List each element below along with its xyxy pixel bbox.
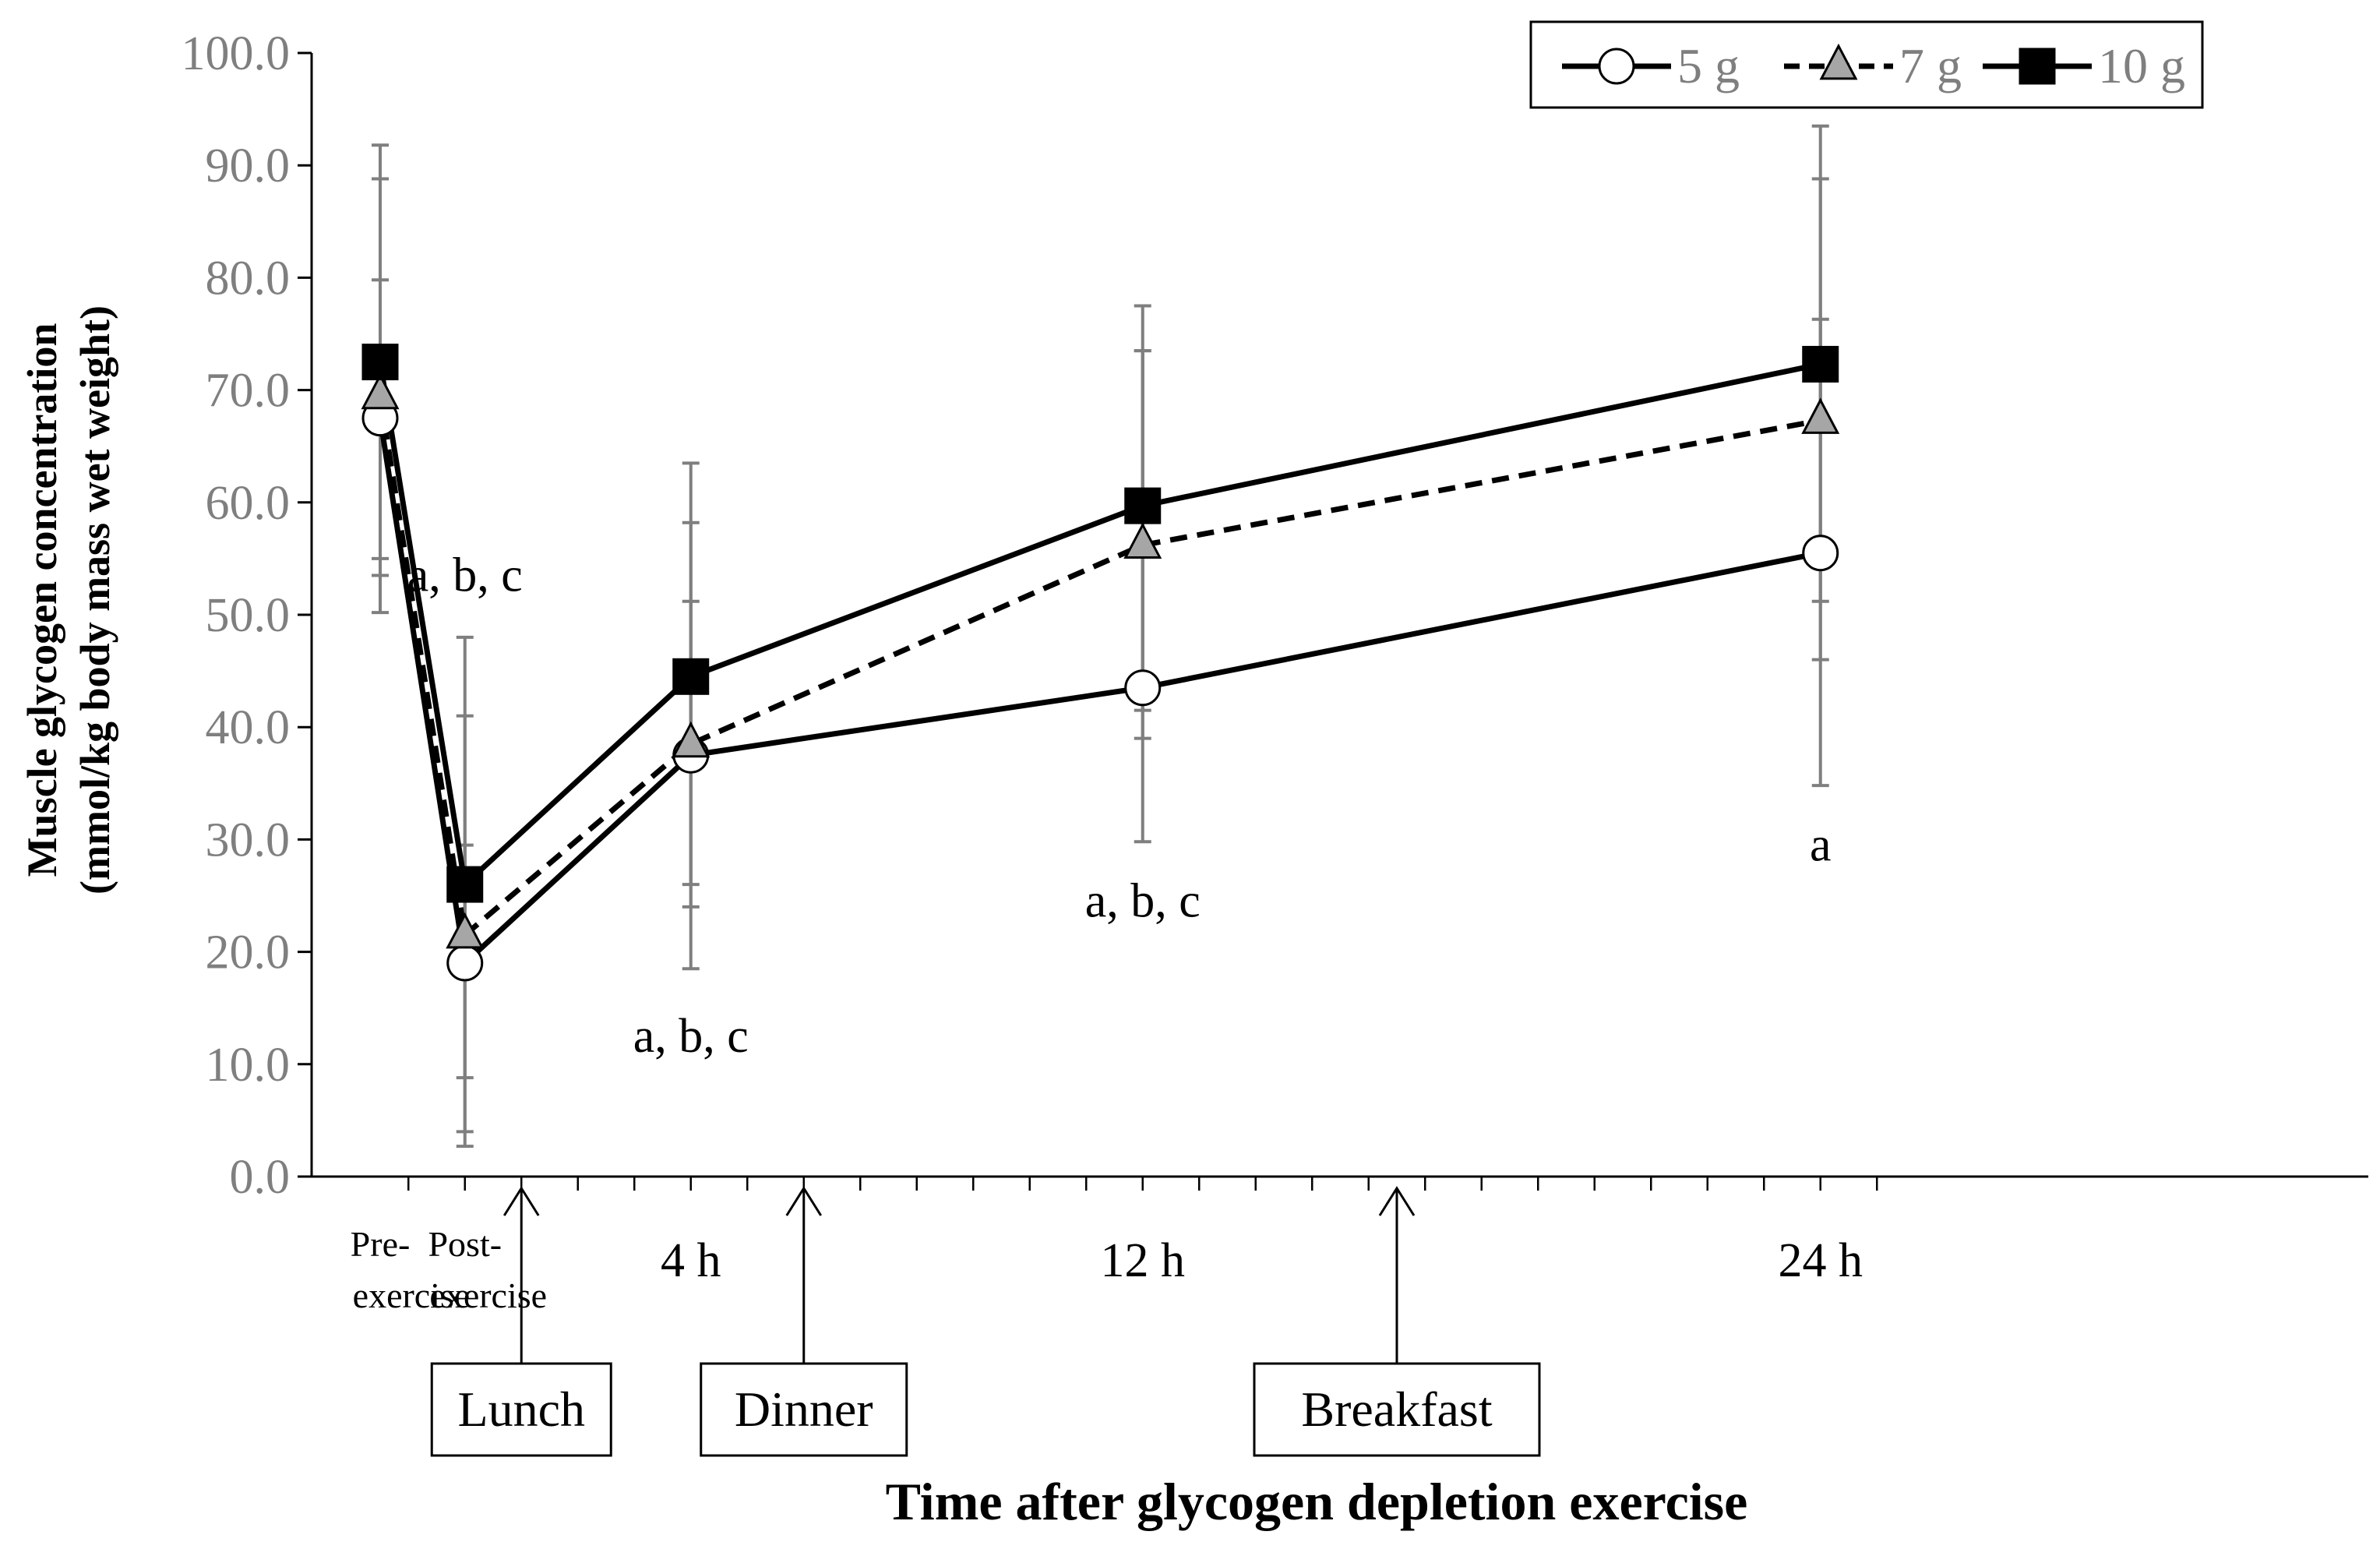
x-tick-label: exercise	[429, 1276, 547, 1315]
data-point-triangle	[446, 912, 485, 949]
x-tick-label: exercise	[353, 1276, 471, 1315]
legend-marker-square	[2019, 48, 2056, 85]
x-tick-label: Post-	[428, 1224, 502, 1264]
y-tick-label: 80.0	[206, 252, 291, 305]
significance-annotation: a, b, c	[633, 1010, 749, 1063]
x-tick-label: 24 h	[1779, 1234, 1863, 1287]
x-tick-label: 4 h	[661, 1234, 721, 1287]
y-tick-label: 30.0	[206, 813, 291, 866]
y-axis-title: (mmol/kg body mass wet weight)	[72, 305, 118, 895]
meal-arrow-head	[785, 1186, 823, 1216]
meal-label: Lunch	[458, 1381, 586, 1437]
y-tick-label: 0.0	[230, 1151, 291, 1204]
x-tick-label: Pre-	[351, 1224, 411, 1264]
data-point-square	[361, 344, 399, 381]
data-point-triangle	[1123, 522, 1162, 559]
meal-label: Breakfast	[1301, 1381, 1492, 1437]
meal-label: Dinner	[735, 1381, 873, 1437]
legend-label: 7 g	[1899, 38, 1962, 94]
y-tick-label: 10.0	[206, 1039, 291, 1092]
significance-annotation: a	[1810, 819, 1832, 872]
y-tick-label: 60.0	[206, 477, 291, 530]
series-lines	[377, 361, 1821, 966]
significance-annotation: a, b, c	[1085, 875, 1201, 928]
series-markers	[361, 344, 1840, 982]
y-tick-label: 90.0	[206, 139, 291, 192]
data-point-circle	[1124, 669, 1162, 707]
legend-marker-circle	[1598, 48, 1635, 85]
meal-arrow-head	[1378, 1186, 1416, 1216]
legend-label: 10 g	[2098, 38, 2185, 94]
y-tick-label: 50.0	[206, 589, 291, 642]
legend: 5 g 7 g 10 g	[1529, 20, 2204, 109]
data-point-square	[1802, 345, 1839, 383]
data-point-circle	[446, 944, 484, 982]
meal-arrow-head	[502, 1186, 540, 1216]
chart-text: a, b, c a, b, c a, b, c a	[407, 549, 1832, 1063]
y-tick-label: 70.0	[206, 365, 291, 418]
error-bars	[372, 124, 1829, 1149]
series-line-7g	[377, 395, 1821, 938]
data-point-triangle	[672, 721, 710, 758]
y-tick-label: 40.0	[206, 701, 291, 754]
data-point-square	[672, 658, 710, 695]
meal-box	[1253, 1362, 1541, 1457]
y-tick-label: 20.0	[206, 926, 291, 979]
x-tick-label: 12 h	[1101, 1234, 1186, 1287]
axes: 0.0 10.0 20.0 30.0 40.0 50.0 60.0 70.0 80.0 90.0 1…	[19, 27, 2368, 1531]
legend-marker-triangle	[1819, 43, 1858, 80]
meal-box	[700, 1362, 908, 1457]
x-axis-title: Time after glycogen depletion exercise	[886, 1472, 1748, 1531]
meal-box	[430, 1362, 612, 1457]
data-point-circle	[1802, 535, 1839, 572]
y-tick-label: 100.0	[182, 27, 291, 80]
data-point-square	[1124, 487, 1162, 524]
data-point-square	[446, 866, 484, 903]
meal-markers: Lunch Dinner Breakfast	[430, 1186, 1541, 1457]
data-point-triangle	[361, 372, 400, 410]
series-line-10g	[377, 361, 1821, 887]
data-point-triangle	[1801, 397, 1840, 434]
legend-label: 5 g	[1677, 38, 1740, 94]
y-axis-title: Muscle glycogen concentration	[19, 323, 65, 877]
significance-annotation: a, b, c	[407, 549, 523, 602]
